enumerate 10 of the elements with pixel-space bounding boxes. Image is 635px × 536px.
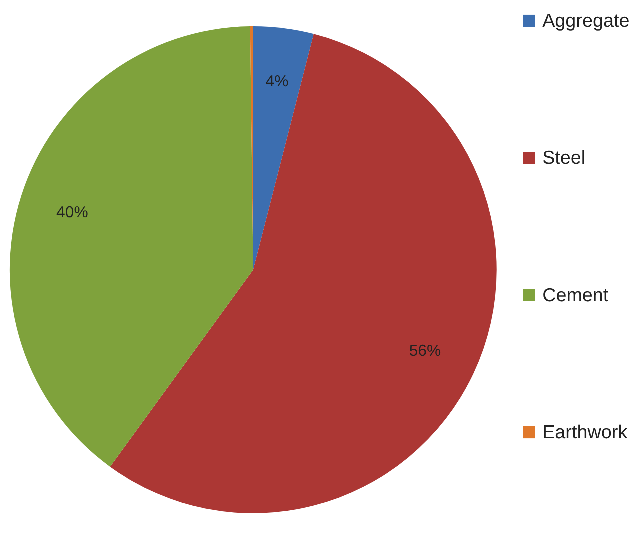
pie-slice [253, 26, 314, 270]
legend-label: Steel [542, 148, 586, 170]
pie-slice [10, 26, 254, 467]
data-label: 4% [266, 74, 289, 91]
legend-label: Aggregate [542, 11, 630, 32]
pie-slice [110, 34, 496, 514]
legend-label: Earthwork [542, 422, 628, 444]
data-label: 56% [409, 342, 442, 360]
data-label: 40% [56, 204, 88, 222]
legend-label: Cement [542, 285, 610, 306]
